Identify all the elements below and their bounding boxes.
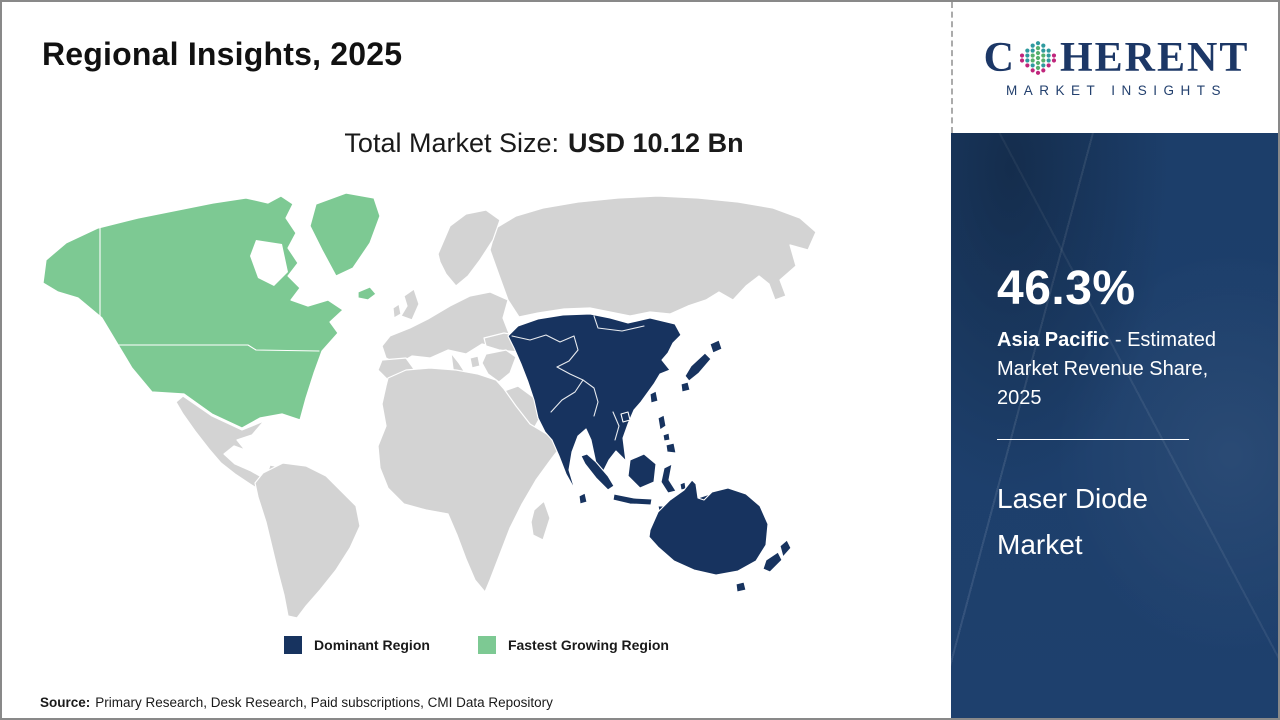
total-market-size: Total Market Size: USD 10.12 Bn [2, 128, 951, 159]
source-text: Primary Research, Desk Research, Paid su… [95, 695, 553, 710]
market-name: Laser Diode Market [997, 483, 1148, 561]
world-map [42, 192, 817, 619]
main-content: Regional Insights, 2025 Total Market Siz… [2, 2, 951, 718]
market-share-description: Asia Pacific - Estimated Market Revenue … [997, 326, 1247, 413]
total-market-size-label: Total Market Size: [344, 128, 559, 158]
fastest-growing-region-label: Fastest Growing Region [507, 637, 669, 653]
source-line: Source: Primary Research, Desk Research, … [40, 695, 553, 710]
total-market-size-value: USD 10.12 Bn [568, 128, 744, 158]
fastest-growing-region-swatch [477, 636, 496, 654]
page-title: Regional Insights, 2025 [42, 36, 403, 72]
market-share-value: 46.3% [997, 262, 1136, 315]
brand-logo: C HERENT MARKET INSIGHTS [951, 2, 1278, 133]
map-region-rest-of-world [175, 195, 817, 619]
legend-item-fastest-growing: Fastest Growing Region [477, 636, 669, 654]
brand-tagline: MARKET INSIGHTS [1005, 83, 1228, 98]
legend: Dominant Region Fastest Growing Region [2, 636, 951, 654]
brand-letters-rest: HERENT [1059, 35, 1250, 81]
map-region-north-america [42, 192, 381, 429]
map-country-borders [511, 315, 645, 441]
dominant-region-swatch [284, 636, 303, 654]
sidebar-panel: 46.3% Asia Pacific - Estimated Market Re… [951, 133, 1278, 718]
dominant-region-label: Dominant Region [314, 637, 430, 653]
legend-item-dominant: Dominant Region [284, 636, 430, 654]
source-label: Source: [40, 695, 91, 710]
brand-letter-c: C [983, 35, 1016, 81]
share-desc-text: - Estimated Market Revenue Share, 2025 [997, 329, 1217, 409]
region-name: Asia Pacific [997, 329, 1110, 351]
coherent-globe-icon [1019, 41, 1057, 75]
map-region-asia-pacific [507, 313, 792, 593]
sidebar-divider [997, 439, 1189, 440]
brand-logo-wordmark: C HERENT [984, 37, 1250, 79]
